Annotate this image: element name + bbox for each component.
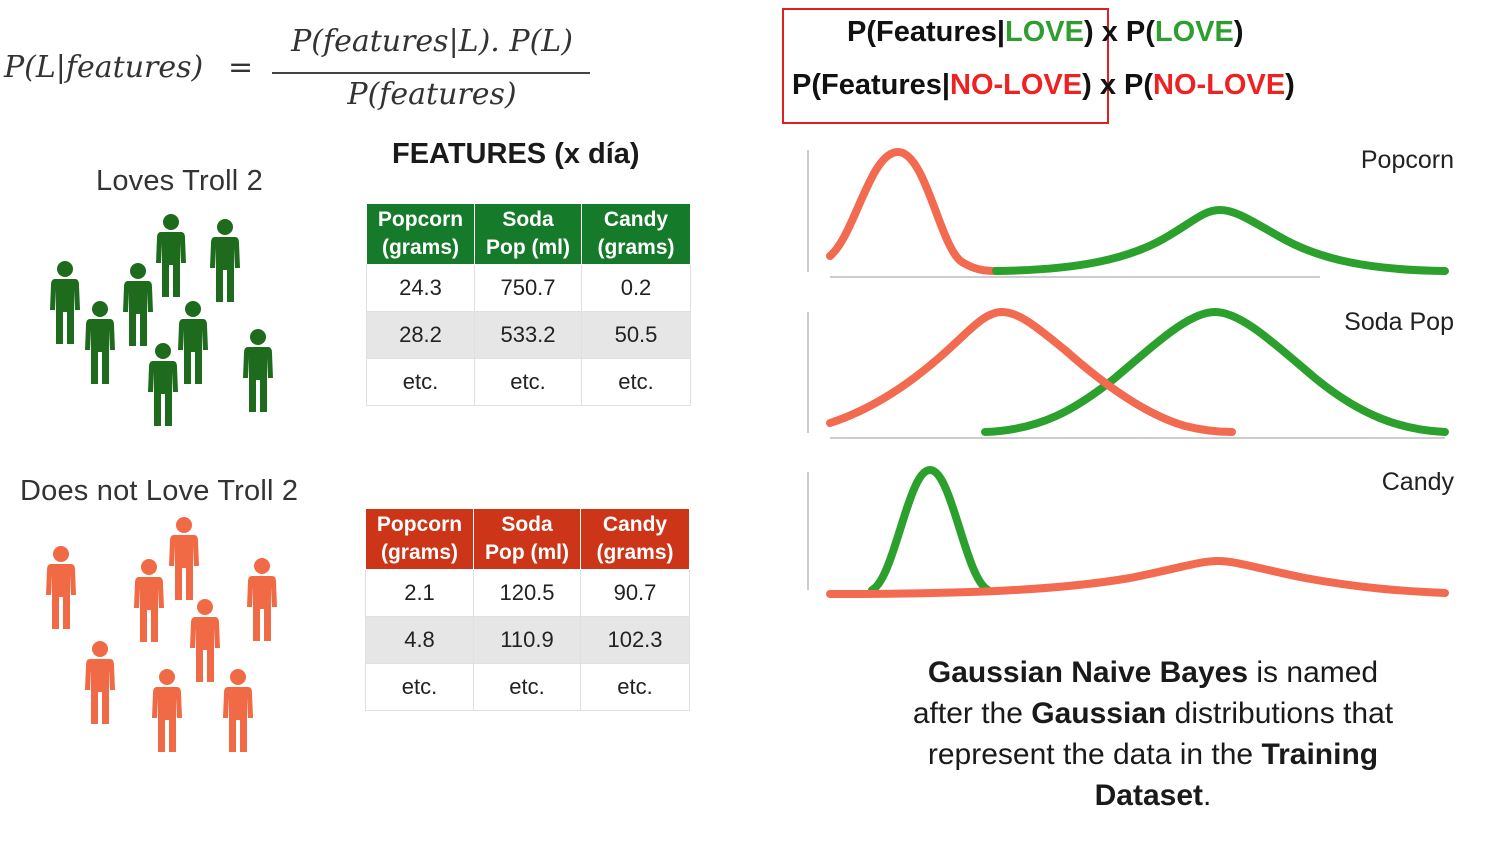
posterior-love-line: P(Features|LOVE) x P(LOVE)	[847, 16, 1244, 48]
table-cell: etc.	[473, 663, 581, 711]
caption: Gaussian Naive Bayes is named after the …	[912, 656, 1394, 812]
formula-numerator: P(features|L). P(L)	[291, 24, 573, 59]
no-love-soda-curve	[826, 307, 1236, 436]
table-cell: 120.5	[473, 569, 581, 617]
candy-plot-svg	[807, 465, 1449, 598]
person-icon	[83, 300, 117, 386]
person-icon	[154, 213, 188, 299]
formula-denominator: P(features)	[347, 77, 517, 112]
popcorn-distribution-plot: Popcorn	[800, 140, 1460, 290]
soda-pop-distribution-plot: Soda Pop	[800, 300, 1460, 450]
table-cell: 2.1	[365, 569, 474, 617]
person-icon	[44, 545, 78, 631]
person-icon	[188, 598, 222, 684]
table-row: 28.2 533.2 50.5	[366, 311, 691, 359]
posterior-no-love-line: P(Features|NO-LOVE) x P(NO-LOVE)	[792, 69, 1295, 101]
popcorn-plot-label: Popcorn	[1360, 146, 1454, 174]
table-cell: etc.	[474, 358, 582, 406]
column-header-popcorn: Popcorn (grams)	[366, 203, 475, 265]
person-icon	[146, 342, 180, 428]
table-cell: 90.7	[580, 569, 690, 617]
column-header-soda: Soda Pop (ml)	[474, 203, 582, 265]
table-row: etc. etc. etc.	[366, 358, 691, 406]
formula-lhs: P(L|features)	[4, 50, 204, 85]
loves-features-table: Popcorn (grams) Soda Pop (ml) Candy (grams)…	[366, 203, 691, 406]
table-cell: 533.2	[474, 311, 582, 359]
person-icon	[132, 558, 166, 644]
formula-fraction-bar	[272, 72, 590, 74]
likelihood-highlight-box	[782, 8, 1109, 124]
soda-pop-plot-label: Soda Pop	[1344, 308, 1454, 336]
person-icon	[150, 668, 184, 754]
table-row: etc. etc. etc.	[365, 663, 690, 711]
table-cell: etc.	[581, 358, 691, 406]
column-header-candy: Candy (grams)	[580, 508, 690, 570]
formula-equals: =	[228, 50, 254, 85]
popcorn-plot-svg	[807, 147, 1449, 278]
table-cell: 50.5	[581, 311, 691, 359]
love-soda-curve	[981, 307, 1449, 436]
no-love-features-table: Popcorn (grams) Soda Pop (ml) Candy (grams)…	[365, 508, 690, 711]
person-icon	[48, 260, 82, 346]
no-love-group-title: Does not Love Troll 2	[20, 475, 299, 507]
table-row: 24.3 750.7 0.2	[366, 264, 691, 312]
column-header-popcorn: Popcorn (grams)	[365, 508, 474, 570]
person-icon	[245, 557, 279, 643]
soda-plot-svg	[807, 307, 1449, 439]
table-cell: etc.	[580, 663, 690, 711]
table-cell: 750.7	[474, 264, 582, 312]
table-cell: 102.3	[580, 616, 690, 664]
table-cell: etc.	[366, 358, 475, 406]
posterior-expression: P(Features|LOVE) x P(LOVE) P(Features|NO…	[782, 8, 1482, 128]
person-icon	[208, 218, 242, 304]
candy-plot-label: Candy	[1381, 468, 1454, 496]
table-cell: 110.9	[473, 616, 581, 664]
table-row: 4.8 110.9 102.3	[365, 616, 690, 664]
person-icon	[241, 328, 275, 414]
table-row: 2.1 120.5 90.7	[365, 569, 690, 617]
no-love-popcorn-curve	[826, 147, 1000, 275]
person-icon	[221, 668, 255, 754]
table-cell: 4.8	[365, 616, 474, 664]
table-cell: etc.	[365, 663, 474, 711]
person-icon	[83, 640, 117, 726]
love-popcorn-curve	[992, 205, 1449, 275]
table-cell: 0.2	[581, 264, 691, 312]
table-cell: 28.2	[366, 311, 475, 359]
person-icon	[167, 516, 201, 602]
candy-distribution-plot: Candy	[800, 460, 1460, 610]
no-love-candy-curve	[826, 556, 1449, 598]
table-cell: 24.3	[366, 264, 475, 312]
love-candy-curve	[868, 465, 992, 594]
person-icon	[176, 300, 210, 386]
column-header-soda: Soda Pop (ml)	[473, 508, 581, 570]
features-header: FEATURES (x día)	[392, 138, 640, 170]
column-header-candy: Candy (grams)	[581, 203, 691, 265]
person-icon	[121, 262, 155, 348]
loves-group-title: Loves Troll 2	[96, 165, 264, 197]
